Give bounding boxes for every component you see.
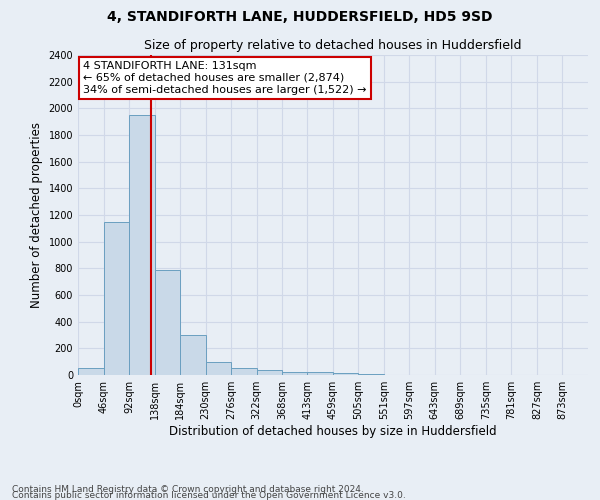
Bar — [257, 370, 282, 375]
Bar — [78, 368, 104, 375]
Bar — [180, 335, 206, 375]
Bar — [104, 222, 129, 375]
Bar — [155, 270, 180, 375]
Bar — [307, 372, 333, 375]
Title: Size of property relative to detached houses in Huddersfield: Size of property relative to detached ho… — [144, 40, 522, 52]
Bar — [333, 373, 358, 375]
Bar — [129, 115, 155, 375]
Bar — [206, 362, 231, 375]
Text: Contains HM Land Registry data © Crown copyright and database right 2024.: Contains HM Land Registry data © Crown c… — [12, 484, 364, 494]
Y-axis label: Number of detached properties: Number of detached properties — [30, 122, 43, 308]
X-axis label: Distribution of detached houses by size in Huddersfield: Distribution of detached houses by size … — [169, 425, 497, 438]
Bar — [358, 374, 384, 375]
Text: 4, STANDIFORTH LANE, HUDDERSFIELD, HD5 9SD: 4, STANDIFORTH LANE, HUDDERSFIELD, HD5 9… — [107, 10, 493, 24]
Bar — [231, 368, 257, 375]
Bar — [282, 372, 308, 375]
Text: Contains public sector information licensed under the Open Government Licence v3: Contains public sector information licen… — [12, 490, 406, 500]
Text: 4 STANDIFORTH LANE: 131sqm
← 65% of detached houses are smaller (2,874)
34% of s: 4 STANDIFORTH LANE: 131sqm ← 65% of deta… — [83, 62, 367, 94]
